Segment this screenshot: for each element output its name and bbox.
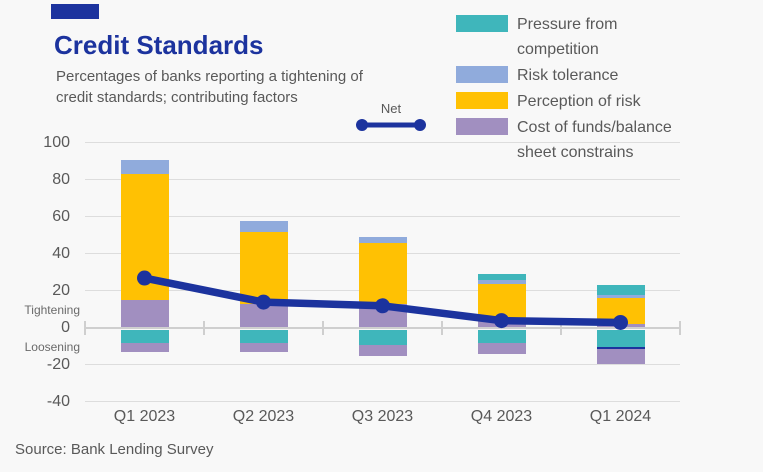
gridline bbox=[85, 142, 680, 143]
axis-tick bbox=[322, 321, 324, 335]
bar-segment bbox=[358, 330, 407, 345]
net-point bbox=[494, 313, 509, 329]
gridline bbox=[85, 364, 680, 365]
bar-segment bbox=[120, 330, 169, 343]
legend-label: Cost of funds/balance sheet constrains bbox=[517, 119, 672, 161]
net-point bbox=[137, 270, 152, 286]
net-line bbox=[137, 270, 628, 330]
plot-area: Tightening Loosening 100 80 60 40 20 0 -20 -40 Q… bbox=[24, 134, 681, 425]
bar-segment bbox=[239, 330, 288, 343]
legend-item: Risk tolerance bbox=[456, 63, 756, 88]
bar-segment bbox=[596, 330, 645, 347]
axis-tick bbox=[84, 321, 86, 335]
legend: Pressure from competition Risk tolerance P… bbox=[456, 12, 756, 166]
net-legend: Net bbox=[352, 101, 430, 138]
bar-segment bbox=[358, 344, 407, 356]
axis-tick bbox=[203, 321, 205, 335]
tightening-label: Tightening bbox=[24, 303, 80, 317]
bar-segment bbox=[596, 285, 645, 295]
bar-segment bbox=[239, 231, 288, 304]
gridline bbox=[85, 216, 680, 217]
source-note: Source: Bank Lending Survey bbox=[15, 441, 214, 458]
bar-segment bbox=[239, 342, 288, 353]
legend-swatch bbox=[456, 92, 508, 109]
x-tick-label: Q1 2024 bbox=[589, 408, 652, 425]
y-tick-label: -40 bbox=[46, 393, 70, 410]
y-tick-label: 100 bbox=[43, 134, 70, 151]
legend-swatch bbox=[456, 66, 508, 83]
legend-item: Perception of risk bbox=[456, 89, 756, 114]
legend-swatch bbox=[456, 118, 508, 135]
chart-subtitle-line1: Percentages of banks reporting a tighten… bbox=[56, 68, 363, 85]
net-point bbox=[256, 294, 271, 310]
bar-segment bbox=[596, 349, 645, 365]
x-tick-label: Q4 2023 bbox=[470, 408, 533, 425]
net-point bbox=[613, 314, 628, 330]
bar-segment bbox=[358, 242, 407, 304]
axis-tick bbox=[441, 321, 443, 335]
net-line-sample-icon bbox=[356, 119, 426, 131]
bar-segment bbox=[477, 274, 526, 280]
bar-segment bbox=[120, 342, 169, 353]
x-tick-label: Q1 2023 bbox=[113, 408, 176, 425]
legend-label: Pressure from competition bbox=[517, 16, 618, 58]
zero-axis-line bbox=[85, 327, 680, 329]
chart-title: Credit Standards bbox=[54, 30, 264, 60]
bar-segment bbox=[239, 220, 288, 232]
accent-bar bbox=[51, 4, 99, 19]
legend-item: Cost of funds/balance sheet constrains bbox=[456, 115, 756, 165]
y-tick-label: 40 bbox=[52, 245, 70, 262]
axis-tick bbox=[560, 321, 562, 335]
gridline bbox=[85, 179, 680, 180]
chart-subtitle-line2: credit standards; contributing factors bbox=[56, 89, 298, 106]
bar-segment bbox=[596, 346, 645, 350]
legend-swatch bbox=[456, 15, 508, 32]
y-tick-label: 80 bbox=[52, 171, 70, 188]
y-tick-label: -20 bbox=[46, 356, 70, 373]
y-tick-label: 0 bbox=[61, 319, 70, 336]
gridline bbox=[85, 401, 680, 402]
axis-tick bbox=[679, 321, 681, 335]
loosening-label: Loosening bbox=[24, 340, 80, 354]
bar-segment bbox=[477, 342, 526, 355]
bar-segment bbox=[358, 237, 407, 243]
net-point bbox=[375, 298, 390, 314]
legend-label: Risk tolerance bbox=[517, 67, 619, 84]
chart-subtitle: Percentages of banks reporting a tighten… bbox=[56, 66, 363, 108]
y-tick-label: 20 bbox=[52, 282, 70, 299]
legend-item: Pressure from competition bbox=[456, 12, 756, 62]
bar-segment bbox=[120, 300, 169, 328]
x-tick-label: Q2 2023 bbox=[232, 408, 295, 425]
bar-segment bbox=[477, 330, 526, 343]
x-tick-label: Q3 2023 bbox=[351, 408, 414, 425]
bar-segment bbox=[477, 279, 526, 284]
bar-segment bbox=[120, 159, 169, 175]
bar-segment bbox=[596, 294, 645, 299]
net-legend-label: Net bbox=[380, 101, 402, 116]
y-tick-label: 60 bbox=[52, 208, 70, 225]
legend-label: Perception of risk bbox=[517, 93, 641, 110]
